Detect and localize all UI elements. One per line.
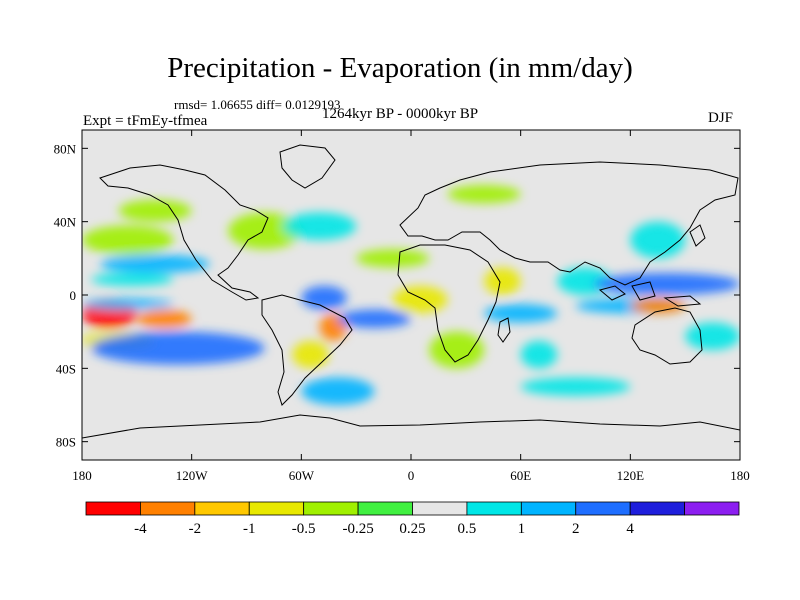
field-region-5 bbox=[100, 254, 210, 273]
lon-tick-label-5: 120E bbox=[617, 468, 645, 483]
coastline-australia bbox=[631, 307, 703, 365]
colorbar-label-0: -4 bbox=[134, 521, 147, 537]
coastline-north-america bbox=[99, 164, 269, 301]
lon-tick-label-4: 60E bbox=[510, 468, 531, 483]
colorbar-box-11 bbox=[684, 501, 740, 516]
field-region-18 bbox=[484, 304, 558, 323]
stats-line: rmsd= 1.06655 diff= 0.0129193 bbox=[174, 97, 341, 112]
lon-tick-label-3: 0 bbox=[408, 468, 415, 483]
coastline-japan bbox=[689, 224, 706, 247]
field-region-7 bbox=[82, 225, 174, 255]
colorbar-label-6: 0.5 bbox=[458, 521, 477, 537]
field-region-8 bbox=[118, 199, 192, 222]
lat-tick-label-0: 80N bbox=[54, 141, 77, 156]
colorbar-box-0 bbox=[85, 501, 141, 516]
colorbar-label-9: 4 bbox=[626, 521, 634, 537]
field-region-22 bbox=[593, 273, 740, 295]
field-region-15 bbox=[356, 249, 430, 268]
field-region-21 bbox=[557, 267, 613, 295]
field-region-6 bbox=[91, 273, 174, 286]
lat-tick-label-1: 40N bbox=[54, 215, 77, 230]
field-region-11 bbox=[301, 285, 348, 310]
lat-tick-label-4: 80S bbox=[56, 435, 76, 450]
lat-tick-label-2: 0 bbox=[70, 288, 77, 303]
lon-tick-label-1: 120W bbox=[176, 468, 209, 483]
field-region-13 bbox=[292, 340, 329, 369]
experiment-label: Expt = tFmEy-tfmea bbox=[83, 113, 208, 129]
colorbar-label-7: 1 bbox=[518, 521, 526, 537]
field-region-27 bbox=[447, 185, 521, 204]
field-region-4 bbox=[91, 331, 265, 365]
lat-axis: 80N 40N 0 40S 80S bbox=[54, 141, 740, 450]
colorbar-label-5: 0.25 bbox=[399, 521, 425, 537]
field-region-19 bbox=[484, 267, 521, 295]
colorbar: -4 -2 -1 -0.5 -0.25 0.25 0.5 1 2 4 bbox=[85, 501, 740, 537]
field-region-29 bbox=[520, 377, 631, 396]
coastline-new-guinea bbox=[663, 295, 702, 307]
field-region-16 bbox=[392, 285, 448, 314]
colorbar-label-4: -0.25 bbox=[342, 521, 373, 537]
colorbar-box-10 bbox=[629, 501, 685, 516]
coastline-greenland bbox=[279, 144, 336, 189]
coastline-borneo bbox=[631, 281, 656, 301]
colorbar-label-2: -1 bbox=[243, 521, 256, 537]
coastline-sumatra bbox=[598, 285, 626, 301]
period-label: 1264kyr BP - 0000kyr BP bbox=[322, 106, 479, 122]
colorbar-box-8 bbox=[520, 501, 577, 516]
field-layer bbox=[82, 185, 740, 405]
lat-tick-label-3: 40S bbox=[56, 361, 76, 376]
lon-tick-label-0: 180 bbox=[72, 468, 92, 483]
colorbar-label-1: -2 bbox=[189, 521, 202, 537]
colorbar-box-6 bbox=[412, 501, 468, 516]
colorbar-box-1 bbox=[140, 501, 196, 516]
colorbar-box-3 bbox=[248, 501, 305, 516]
season-label: DJF bbox=[708, 110, 734, 126]
field-region-17 bbox=[429, 331, 485, 369]
coastline-eurasia bbox=[399, 161, 739, 286]
lon-tick-label-2: 60W bbox=[289, 468, 315, 483]
coastline-layer bbox=[82, 144, 740, 439]
coastline-antarctica bbox=[82, 414, 740, 439]
field-region-9 bbox=[228, 212, 302, 250]
field-region-14 bbox=[337, 309, 412, 329]
colorbar-box-2 bbox=[194, 501, 250, 516]
colorbar-label-3: -0.5 bbox=[292, 521, 316, 537]
field-region-3 bbox=[82, 298, 174, 310]
coastline-madagascar bbox=[497, 317, 511, 343]
coastline-south-america bbox=[261, 294, 353, 406]
colorbar-box-9 bbox=[575, 501, 631, 516]
figure-title: Precipitation - Evaporation (in mm/day) bbox=[167, 52, 633, 84]
lon-axis: 180 120W 60W 0 60E 120E 180 bbox=[72, 130, 750, 483]
colorbar-box-4 bbox=[303, 501, 359, 516]
field-region-10 bbox=[283, 212, 357, 240]
field-region-28 bbox=[301, 377, 375, 405]
colorbar-box-7 bbox=[466, 501, 522, 516]
field-region-25 bbox=[630, 221, 686, 259]
colorbar-box-5 bbox=[357, 501, 413, 516]
colorbar-label-8: 2 bbox=[572, 521, 580, 537]
field-region-26 bbox=[685, 322, 740, 350]
coastline-africa bbox=[397, 244, 501, 363]
field-region-1 bbox=[136, 309, 192, 329]
field-region-20 bbox=[520, 340, 558, 369]
lon-tick-label-6: 180 bbox=[730, 468, 750, 483]
